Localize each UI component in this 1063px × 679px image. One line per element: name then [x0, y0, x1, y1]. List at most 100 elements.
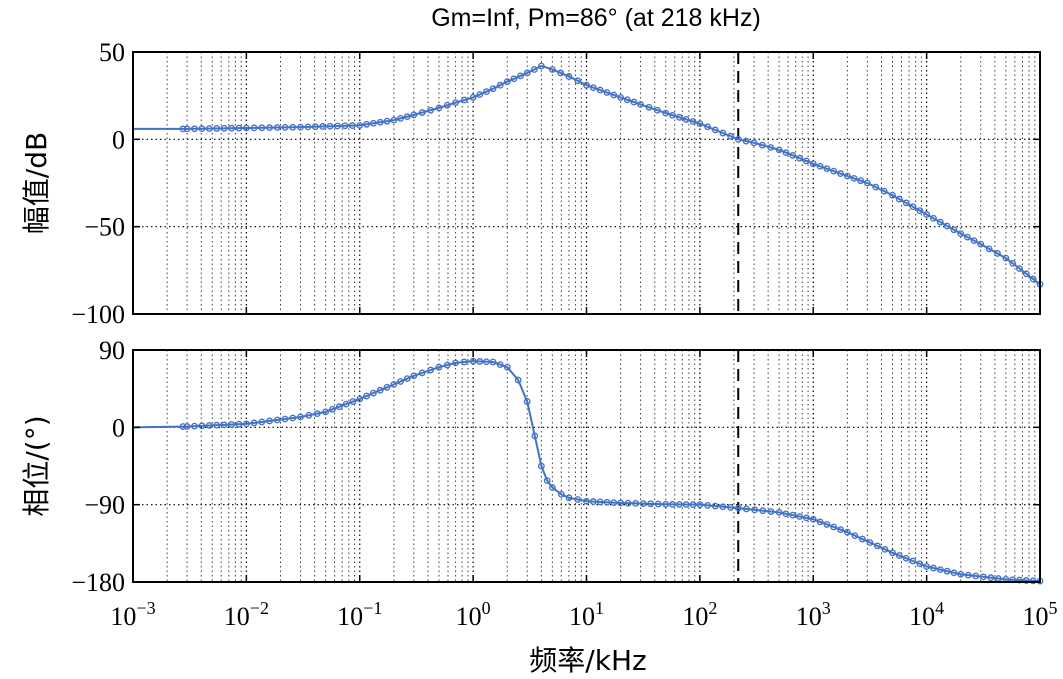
data-marker [589, 498, 597, 505]
data-marker [356, 121, 364, 129]
data-marker [273, 416, 281, 424]
data-marker [850, 174, 858, 182]
data-marker [950, 226, 958, 234]
data-marker [750, 139, 758, 147]
y-tick-label: 50 [99, 38, 125, 67]
data-marker [326, 122, 334, 130]
data-marker [205, 422, 213, 429]
data-marker [281, 415, 289, 423]
data-marker [517, 72, 524, 80]
data-marker [418, 369, 426, 377]
data-marker [1009, 259, 1017, 267]
data-marker [452, 99, 459, 107]
x-tick-label: 104 [909, 598, 944, 631]
data-marker [198, 125, 206, 133]
data-marker [531, 432, 539, 440]
data-marker [696, 501, 704, 509]
phase-y-ticks: 90 0 −90 −180 [71, 336, 1040, 597]
data-marker [816, 518, 824, 526]
data-marker [957, 570, 965, 578]
data-marker [348, 122, 356, 129]
data-marker [342, 400, 350, 408]
phase-plot-frame [132, 349, 1041, 583]
data-marker [510, 75, 518, 83]
data-marker [880, 187, 888, 195]
data-marker [987, 574, 995, 582]
data-marker [930, 564, 937, 572]
data-marker [682, 116, 690, 123]
data-marker [297, 413, 304, 421]
data-marker [727, 504, 734, 511]
phase-series-line [132, 360, 1041, 583]
data-marker [397, 114, 404, 122]
data-marker [523, 398, 531, 405]
data-marker [796, 154, 803, 162]
data-marker [669, 111, 676, 119]
data-marker [503, 363, 511, 371]
data-marker [909, 557, 917, 565]
data-marker [843, 528, 851, 536]
data-marker [376, 118, 384, 126]
data-marker [390, 380, 398, 388]
data-marker [696, 120, 704, 128]
data-marker [1016, 265, 1023, 272]
data-marker [1002, 254, 1010, 262]
x-tick-label: 102 [682, 598, 717, 631]
x-tick-label: 103 [796, 598, 831, 631]
data-marker [689, 118, 697, 125]
data-marker [743, 505, 750, 513]
data-marker [902, 554, 910, 562]
data-marker [583, 497, 590, 505]
data-marker [583, 81, 590, 89]
data-marker [979, 573, 987, 581]
chart-title: Gm=Inf, Pm=86° (at 218 kHz) [431, 4, 761, 32]
data-marker [923, 563, 931, 570]
data-marker [179, 423, 187, 430]
data-marker [843, 172, 851, 180]
data-marker [410, 372, 418, 380]
data-marker [220, 124, 228, 132]
data-marker [235, 420, 243, 428]
data-marker [950, 569, 958, 577]
data-marker [469, 94, 477, 101]
data-marker [258, 124, 266, 132]
data-marker [610, 499, 618, 506]
data-marker [329, 405, 336, 413]
data-marker [767, 508, 775, 515]
data-marker [719, 503, 727, 511]
data-marker [418, 109, 426, 116]
data-marker [403, 113, 411, 121]
data-marker [452, 359, 459, 367]
magnitude-grid [133, 52, 1040, 314]
data-marker [435, 104, 443, 112]
data-marker [823, 165, 831, 173]
data-marker [356, 395, 364, 403]
data-marker [874, 542, 881, 550]
data-marker [758, 141, 766, 149]
data-marker [902, 199, 910, 207]
data-marker [617, 499, 625, 507]
data-marker [427, 366, 435, 374]
data-marker [719, 129, 727, 137]
data-marker [304, 123, 312, 131]
data-marker [289, 123, 297, 131]
data-marker [936, 566, 944, 574]
data-marker [682, 501, 690, 508]
data-marker [397, 378, 404, 385]
data-marker [866, 539, 874, 546]
data-marker [1022, 270, 1030, 278]
data-marker [266, 417, 273, 425]
data-marker [809, 160, 817, 168]
data-marker [1029, 275, 1037, 283]
data-marker [460, 96, 468, 104]
data-marker [711, 502, 719, 510]
data-marker [909, 203, 917, 211]
data-marker [191, 125, 198, 133]
data-marker [1022, 577, 1030, 584]
data-marker [258, 418, 266, 426]
data-marker [383, 117, 391, 125]
data-marker [775, 509, 783, 516]
data-marker [704, 501, 711, 509]
data-marker [335, 403, 343, 411]
